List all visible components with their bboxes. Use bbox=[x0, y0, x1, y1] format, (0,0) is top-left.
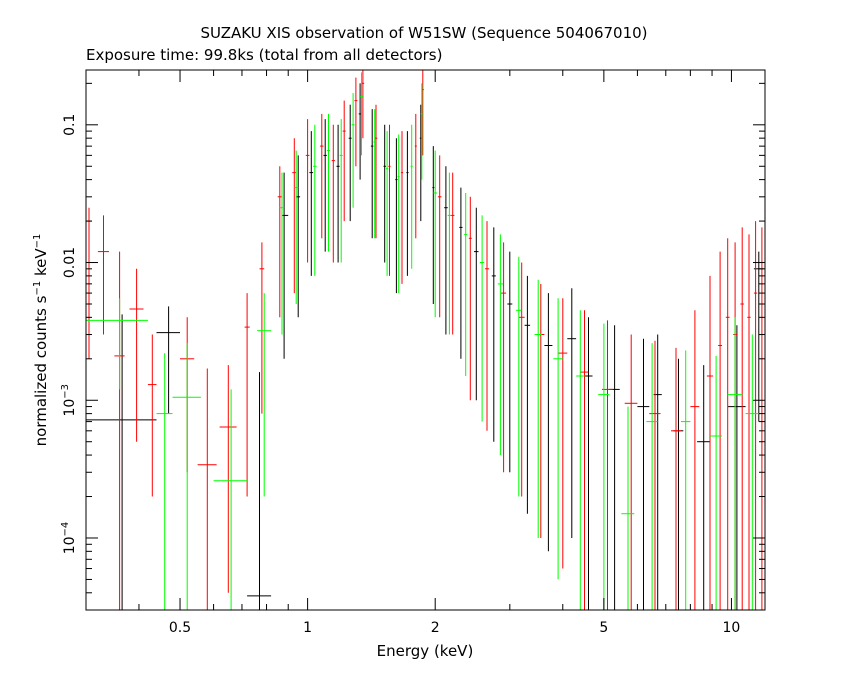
y-axis-title: normalized counts s−1 keV−1 bbox=[32, 234, 50, 447]
series-2 bbox=[86, 72, 759, 610]
x-tick-label: 2 bbox=[431, 620, 440, 636]
x-tick-label: 10 bbox=[723, 620, 741, 636]
data-series-layer bbox=[86, 70, 764, 610]
chart-subtitle: Exposure time: 99.8ks (total from all de… bbox=[86, 46, 442, 64]
x-tick-label: 5 bbox=[599, 620, 608, 636]
x-tick-label: 0.5 bbox=[169, 620, 191, 636]
y-tick-label: 10−4 bbox=[60, 522, 78, 555]
plot-frame bbox=[85, 69, 766, 611]
series-1 bbox=[86, 70, 764, 610]
x-tick-label: 1 bbox=[303, 620, 312, 636]
axis-ticks: 0.5 1 2 5 10 0.1 0.01 10−3 10−4 bbox=[60, 70, 765, 636]
chart-title: SUZAKU XIS observation of W51SW (Sequenc… bbox=[200, 24, 647, 42]
series-0 bbox=[86, 83, 764, 610]
y-tick-label: 10−3 bbox=[60, 384, 78, 417]
x-axis-title: Energy (keV) bbox=[377, 642, 474, 660]
y-tick-label: 0.01 bbox=[62, 247, 78, 278]
y-tick-label: 0.1 bbox=[62, 114, 78, 136]
